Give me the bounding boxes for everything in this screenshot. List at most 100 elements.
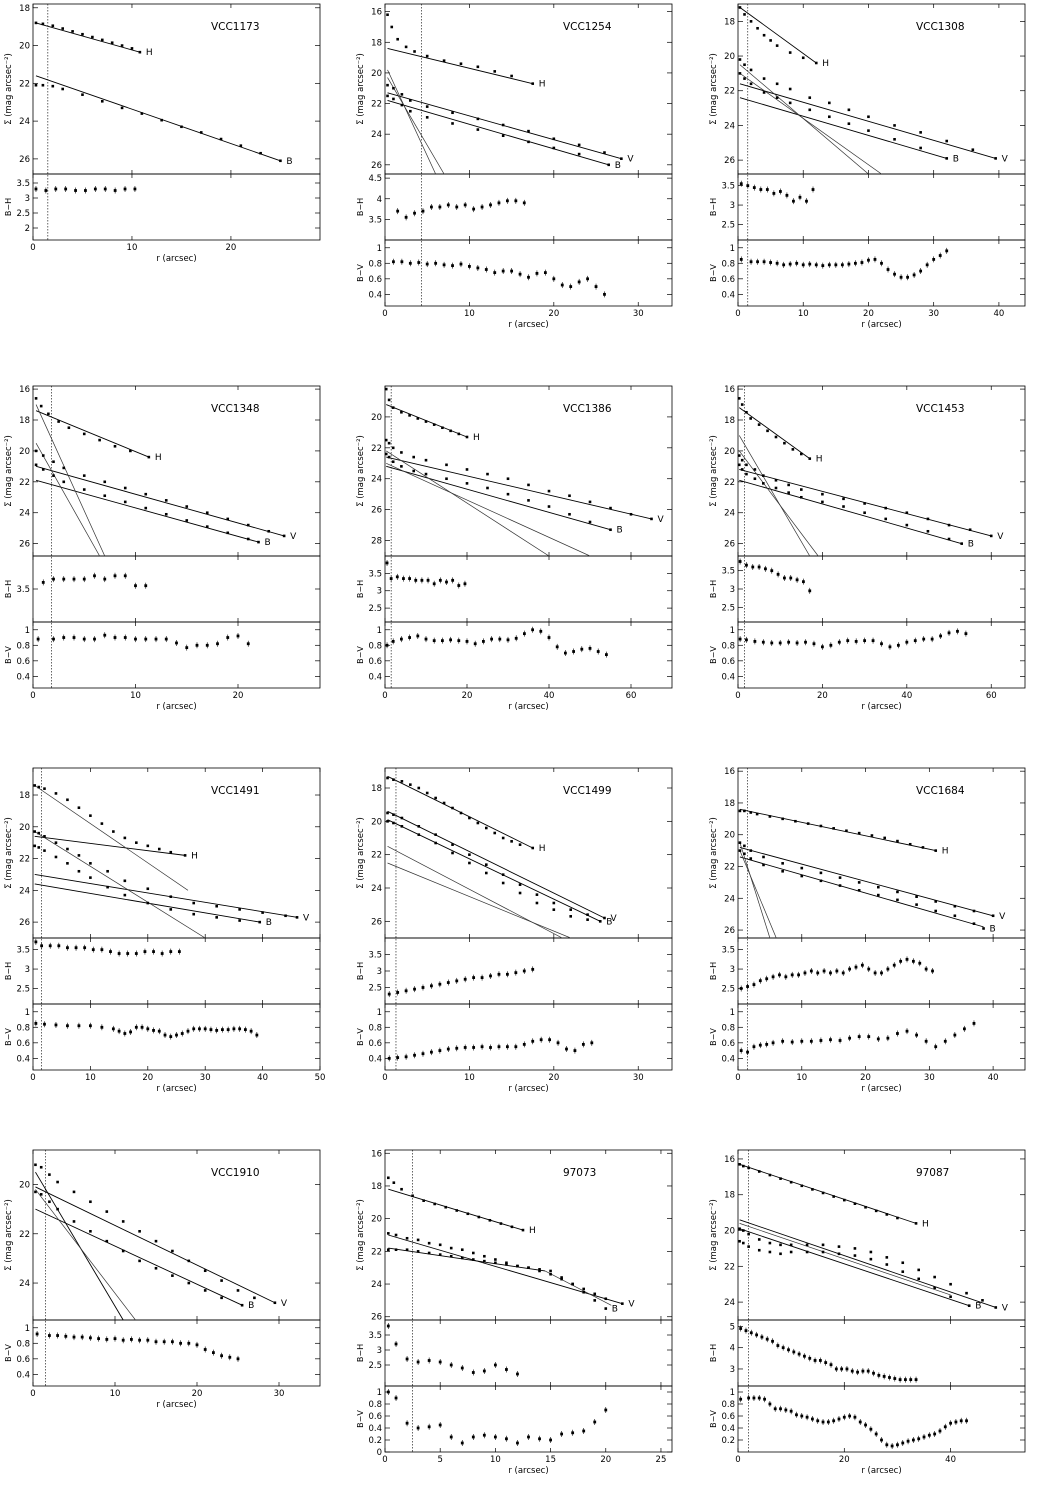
color-point-bv — [56, 1334, 59, 1337]
y-tick-label: 26 — [19, 918, 30, 928]
profile-point-H — [756, 26, 759, 30]
profile-point-V — [552, 901, 556, 905]
series-label-H: H — [816, 455, 823, 465]
profile-point-V — [54, 841, 58, 844]
color-point-bv — [846, 639, 850, 643]
color-point-bh — [752, 186, 756, 189]
profile-point-B — [468, 861, 471, 865]
color-point-bv — [527, 1435, 530, 1439]
color-point-bv — [925, 263, 929, 267]
color-point-bh — [44, 189, 48, 192]
y-tick-label: 3.5 — [721, 567, 735, 577]
profile-point-B — [547, 505, 551, 508]
color-point-bv — [89, 1024, 92, 1028]
x-tick-label: 50 — [315, 1073, 326, 1083]
profile-point-V — [238, 908, 241, 911]
series-label-V: V — [999, 912, 1006, 922]
x-axis-label: r (arcsec) — [156, 254, 196, 264]
color-point-bv — [858, 1420, 862, 1424]
profile-point-B — [82, 488, 86, 491]
color-point-bh — [757, 565, 761, 569]
color-point-bv — [97, 1337, 100, 1341]
profile-point-H — [34, 397, 38, 400]
profile-point-V — [762, 855, 765, 859]
profile-point-B — [577, 152, 581, 156]
color-point-bh — [803, 971, 807, 975]
fit-line — [739, 1219, 996, 1308]
color-point-bv — [832, 1419, 836, 1423]
profile-point-V — [89, 1200, 92, 1204]
profile-point-B — [257, 540, 260, 544]
profile-point-V — [412, 455, 415, 459]
chart-panel-1: 18 20 22 24 26 Σ (mag arcsec⁻²) 2 2.5 3 3.5B−H H B V… — [4, 3, 321, 264]
profile-point-H — [870, 834, 874, 837]
color-point-bh — [749, 1331, 753, 1335]
x-tick-label: 20 — [462, 691, 473, 701]
profile-point-V — [842, 497, 845, 501]
profile-point-H — [896, 839, 899, 843]
x-tick-label: 0 — [382, 309, 387, 319]
profile-point-V — [253, 1296, 256, 1300]
profile-point-V — [568, 494, 571, 498]
color-point-bv — [919, 269, 923, 273]
profile-point-B — [405, 1248, 409, 1252]
profile-point-H — [857, 831, 861, 835]
color-point-bh — [463, 203, 467, 207]
color-point-bv — [186, 1029, 190, 1033]
color-point-bv — [581, 1042, 585, 1046]
profile-point-H — [466, 1212, 470, 1216]
color-point-bv — [949, 1421, 952, 1425]
x-tick-label: 0 — [382, 1073, 387, 1083]
profile-point-B — [535, 901, 539, 905]
profile-point-B — [103, 494, 107, 498]
y-tick-label: 26 — [371, 506, 382, 516]
profile-point-H — [411, 1194, 414, 1198]
color-point-bv — [162, 1340, 166, 1344]
color-point-bh — [34, 187, 38, 191]
y-tick-label: 0.4 — [16, 1370, 30, 1380]
profile-point-B — [915, 903, 918, 906]
profile-point-B — [501, 881, 505, 885]
color-point-bh — [739, 182, 743, 186]
color-point-bh — [803, 1354, 806, 1358]
color-point-bh — [430, 984, 433, 988]
color-point-bh — [784, 975, 788, 979]
profile-point-V — [821, 1243, 825, 1247]
profile-point-V — [226, 517, 230, 521]
color-point-bv — [816, 1419, 820, 1423]
color-point-bv — [471, 1435, 475, 1439]
profile-point-H — [934, 849, 938, 852]
x-axis-label: r (arcsec) — [861, 1466, 901, 1476]
color-point-bv — [586, 277, 589, 281]
color-point-bh — [765, 977, 769, 981]
series-label-H: H — [529, 1226, 536, 1236]
color-point-bv — [111, 1027, 115, 1031]
color-point-bh — [414, 578, 418, 582]
profile-point-V — [37, 831, 41, 835]
y-tick-label: 0.8 — [368, 1023, 382, 1033]
profile-point-V — [483, 1254, 486, 1258]
profile-point-B — [43, 849, 46, 852]
y-tick-label: 0.6 — [368, 1039, 382, 1049]
x-axis-label: r (arcsec) — [508, 320, 548, 330]
color-point-bv — [34, 1022, 38, 1025]
color-point-bv — [243, 1028, 247, 1032]
color-point-bh — [126, 952, 130, 955]
y-tick-label: 20 — [371, 817, 382, 827]
series-label-H: H — [922, 1219, 929, 1229]
profile-point-H — [476, 65, 480, 69]
color-point-bv — [556, 1041, 560, 1045]
color-point-bh — [408, 577, 411, 580]
profile-point-B — [386, 94, 389, 98]
color-point-bh — [850, 1369, 854, 1373]
x-tick-label: 0 — [735, 1455, 740, 1465]
color-point-bv — [775, 261, 779, 265]
profile-point-B — [742, 1241, 745, 1245]
profile-point-B — [106, 885, 109, 889]
color-point-bv — [543, 271, 547, 275]
chart-panel-10: 20 22 24 Σ (mag arcsec⁻²) 0.4 0.6 0.8 1 B−V V B VCC… — [4, 1149, 321, 1410]
axes-frame-bh — [32, 555, 321, 623]
profile-point-H — [130, 47, 134, 50]
color-point-bv — [82, 637, 86, 641]
galaxy-title: VCC1910 — [211, 1167, 260, 1179]
